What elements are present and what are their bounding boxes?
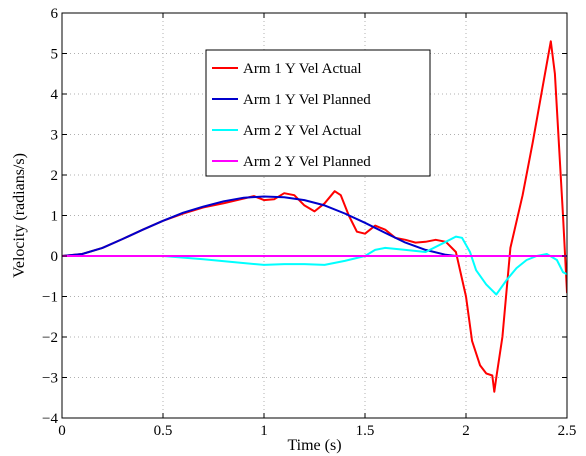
series-line-arm-1-y-vel-planned: [62, 195, 567, 257]
series-lines: [62, 40, 567, 393]
axis-ticks: [61, 12, 568, 419]
legend-label: Arm 1 Y Vel Planned: [243, 92, 371, 108]
x-tick-label: 2.5: [558, 423, 577, 439]
legend-label: Arm 1 Y Vel Actual: [243, 61, 362, 77]
y-tick-label: 3: [51, 128, 59, 144]
y-tick-label: 6: [51, 6, 59, 22]
legend-box: [205, 49, 431, 177]
series-line-arm-1-y-vel-actual: [62, 40, 567, 393]
x-tick-label: 2: [462, 423, 470, 439]
tick-labels: 0 0.5 1 1.5 2 2.5 −4 −3 −2 −1 0 1 2 3 4 5 6: [42, 6, 576, 439]
y-tick-label: 0: [51, 249, 59, 265]
y-tick-label: −3: [42, 371, 58, 387]
y-tick-label: 2: [51, 168, 59, 184]
x-tick-label: 1.5: [356, 423, 375, 439]
x-axis-label: Time (s): [287, 437, 341, 454]
y-axis-label: Velocity (radians/s): [11, 153, 28, 278]
legend: Arm 1 Y Vel Actual Arm 1 Y Vel Planned Arm…: [205, 49, 431, 177]
legend-label: Arm 2 Y Vel Planned: [243, 154, 371, 170]
x-tick-label: 0: [58, 423, 66, 439]
y-tick-label: 1: [51, 209, 59, 225]
x-tick-label: 0.5: [154, 423, 173, 439]
x-tick-label: 1: [260, 423, 268, 439]
series-line-arm-2-y-vel-actual: [62, 235, 567, 296]
y-tick-label: −1: [42, 290, 58, 306]
y-tick-label: −4: [42, 411, 58, 427]
y-tick-label: 5: [51, 47, 59, 63]
y-tick-label: −2: [42, 330, 58, 346]
legend-label: Arm 2 Y Vel Actual: [243, 123, 362, 139]
y-tick-label: 4: [51, 87, 59, 103]
